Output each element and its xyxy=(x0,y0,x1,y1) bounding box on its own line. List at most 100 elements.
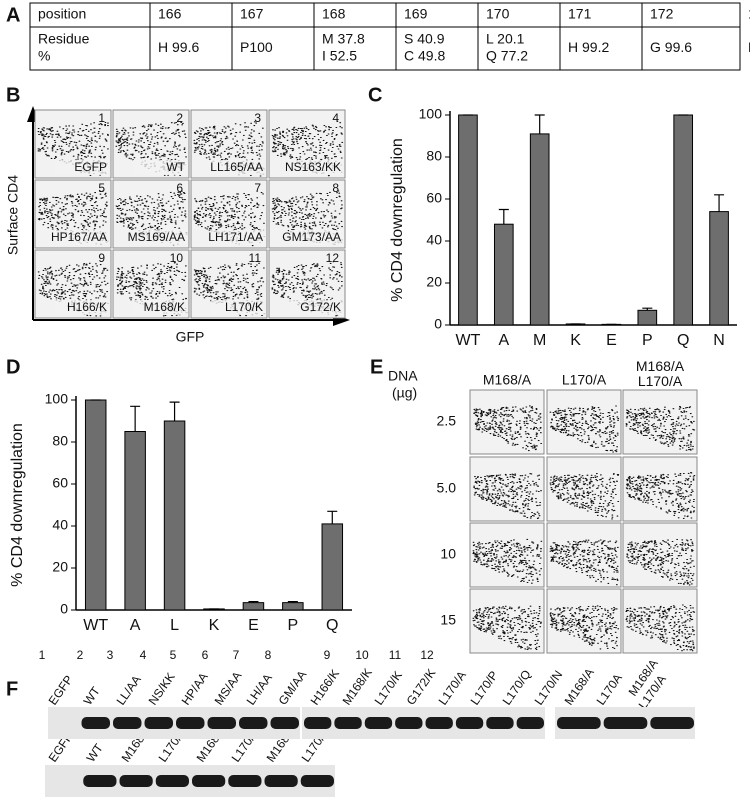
y-tick-label: 80 xyxy=(52,433,68,449)
plot-number: 4 xyxy=(332,111,339,125)
x-tick-label: K xyxy=(570,332,581,349)
bar xyxy=(321,523,344,611)
error-bar xyxy=(714,194,725,212)
error-bar xyxy=(642,307,653,311)
lane-number: 11 xyxy=(389,648,402,662)
column-label: M168/A xyxy=(483,372,532,388)
plot-number: 7 xyxy=(254,181,261,195)
y-tick-label: 0 xyxy=(434,316,442,332)
blot-band xyxy=(300,775,334,787)
lane-number: 9 xyxy=(324,648,331,662)
dot-cloud xyxy=(625,604,696,652)
plot-label: H166/K xyxy=(67,300,107,314)
lane-number: 1 xyxy=(39,648,46,662)
bar xyxy=(282,602,304,611)
blot-band xyxy=(119,775,153,787)
table-cell: 169 xyxy=(404,6,428,22)
blot-band xyxy=(425,717,453,729)
blot-band xyxy=(155,775,189,787)
dot-cloud xyxy=(472,538,543,584)
label-bg xyxy=(289,300,343,315)
x-tick-label: M xyxy=(533,332,546,349)
flow-plot xyxy=(469,522,545,588)
table-cell: H 99.6 xyxy=(158,39,199,55)
label-bg xyxy=(211,160,265,175)
x-tick-label: WT xyxy=(83,617,108,634)
blot-band xyxy=(304,717,332,729)
label-bg xyxy=(133,160,187,175)
row-label: 15 xyxy=(440,612,456,628)
dot-cloud xyxy=(625,406,696,451)
row-label: 5.0 xyxy=(437,480,457,496)
blot-band xyxy=(228,775,262,787)
table-cell: 166 xyxy=(158,6,182,22)
dot-cloud xyxy=(193,121,265,177)
blot-band xyxy=(270,717,299,729)
lane-number: 2 xyxy=(77,648,84,662)
label-bg xyxy=(133,300,187,315)
table-cell: 170 xyxy=(486,6,510,22)
plot-label: LL165/AA xyxy=(210,160,263,174)
lane-label: L170/N xyxy=(532,668,566,708)
table-cell: S 40.9 xyxy=(404,31,445,47)
lane-number: 10 xyxy=(355,648,369,662)
x-tick-label: E xyxy=(248,617,259,634)
plot-label: G172/K xyxy=(300,300,341,314)
dna-label: (µg) xyxy=(392,385,417,401)
blot-band xyxy=(192,775,226,787)
x-tick-label: A xyxy=(130,617,141,634)
table-cell: C 49.8 xyxy=(404,48,445,64)
plot-label: HP167/AA xyxy=(51,230,107,244)
error-bar xyxy=(534,114,545,134)
table-cell: % xyxy=(38,48,50,64)
axis-label: % CD4 downregulation xyxy=(9,423,26,587)
plot-number: 5 xyxy=(98,181,105,195)
dot-cloud xyxy=(115,121,187,177)
x-tick-label: WT xyxy=(456,332,481,349)
table-cell: L 20.1 xyxy=(486,31,525,47)
panel-label: C xyxy=(368,84,382,106)
lane-label: L170/K xyxy=(372,668,405,707)
y-tick-label: 20 xyxy=(426,274,442,290)
flow-plot xyxy=(469,456,545,522)
axis-label: GFP xyxy=(176,329,205,345)
label-bg xyxy=(289,230,343,245)
plot-number: 12 xyxy=(326,251,340,265)
table-cell: 171 xyxy=(568,6,592,22)
label-bg xyxy=(211,300,265,315)
plot-label: MS169/AA xyxy=(128,230,185,244)
lane-label: M168/K xyxy=(340,666,375,708)
dot-cloud xyxy=(473,405,543,452)
panel-label: A xyxy=(6,4,20,26)
bar xyxy=(124,431,146,611)
x-tick-label: E xyxy=(606,332,617,349)
blot-band xyxy=(603,717,648,729)
lane-label: H166/K xyxy=(308,667,342,708)
bar xyxy=(709,211,729,326)
flow-plot xyxy=(622,389,698,455)
plot-number: 6 xyxy=(176,181,183,195)
lane-number: 4 xyxy=(140,648,147,662)
lane-label: GM/AA xyxy=(276,668,310,708)
lane-label: NS/KK xyxy=(146,670,178,708)
lane-number: 12 xyxy=(420,648,434,662)
lane-label: M168/A xyxy=(562,666,597,708)
blot-band xyxy=(650,717,694,729)
blot-band xyxy=(176,717,205,729)
blot-band xyxy=(455,717,484,729)
table-cell: G 99.6 xyxy=(650,39,692,55)
label-bg xyxy=(55,160,109,175)
flow-plot xyxy=(546,588,622,654)
blot-band xyxy=(83,775,117,787)
error-bar xyxy=(130,405,141,432)
dot-cloud xyxy=(472,605,542,651)
bar xyxy=(163,420,186,611)
x-tick-label: P xyxy=(288,617,299,634)
blot-band xyxy=(113,717,142,729)
plot-label: LH171/AA xyxy=(208,230,263,244)
bar xyxy=(242,602,265,611)
y-tick-label: 60 xyxy=(52,475,68,491)
plot-number: 8 xyxy=(332,181,339,195)
lane-label: WT xyxy=(81,684,104,708)
axis-label: Surface CD4 xyxy=(5,175,21,255)
